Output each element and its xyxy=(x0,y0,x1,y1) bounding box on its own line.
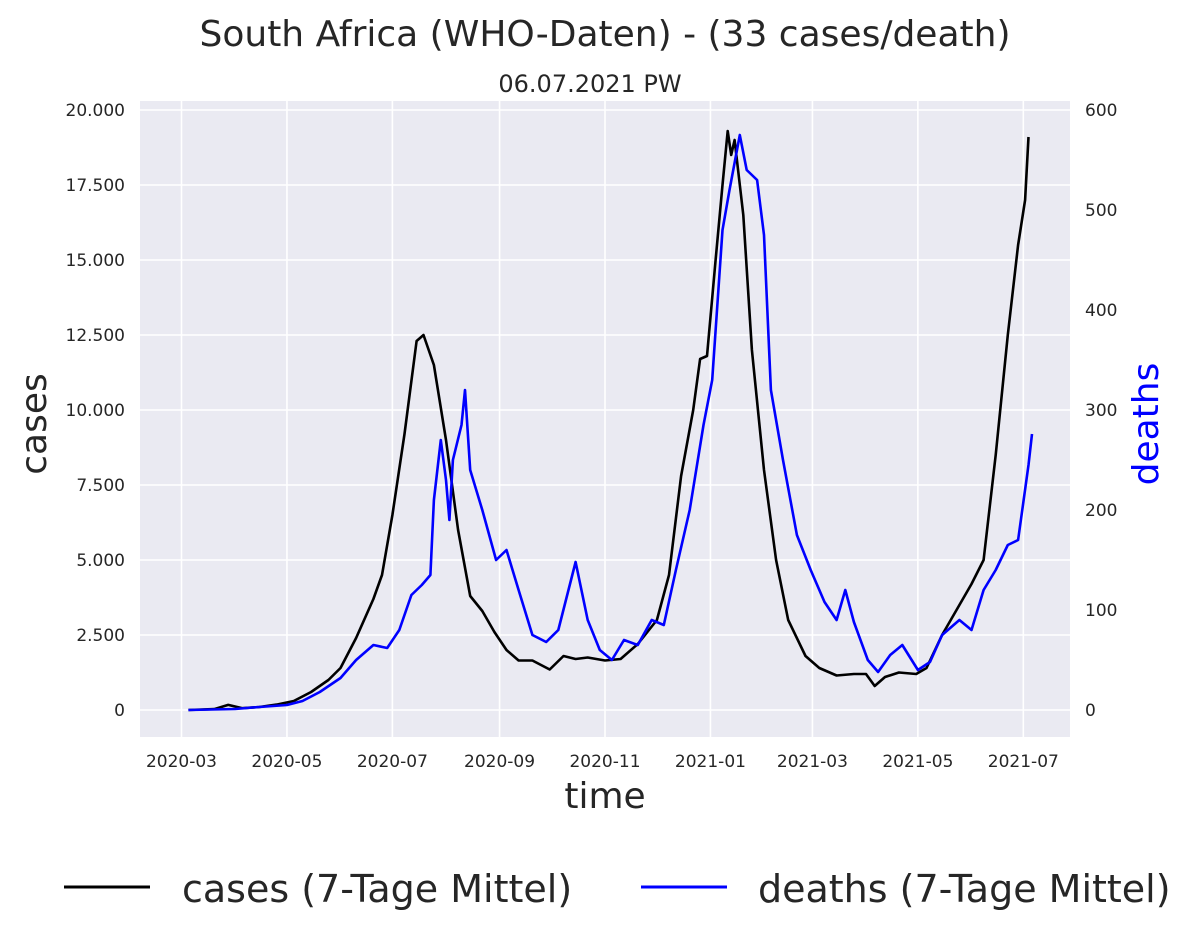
series-lines xyxy=(188,129,1034,712)
deaths-line xyxy=(188,133,1034,712)
y-right-tick-label: 500 xyxy=(1085,201,1117,221)
y-tick-label: 0 xyxy=(114,701,125,721)
x-tick-label: 2020-07 xyxy=(357,752,428,772)
y-right-tick-label: 100 xyxy=(1085,601,1117,621)
y-tick-label: 12.500 xyxy=(66,326,125,346)
y-tick-label: 17.500 xyxy=(66,176,125,196)
x-tick-label: 2020-09 xyxy=(464,752,535,772)
x-axis-label: time xyxy=(564,776,645,817)
y-tick-label: 2.500 xyxy=(76,626,125,646)
x-tick-label: 2021-01 xyxy=(675,752,746,772)
y-axis-tick-labels: 0 2.500 5.000 7.500 10.000 12.500 15.000 17.500… xyxy=(66,101,125,721)
y-right-tick-label: 300 xyxy=(1085,401,1117,421)
x-axis-tick-labels: 2020-03 2020-05 2020-07 2020-09 2020-11 2021-… xyxy=(146,752,1059,772)
y-tick-label: 10.000 xyxy=(66,401,125,421)
cases-line xyxy=(188,129,1030,712)
gridlines xyxy=(140,101,1070,737)
y-right-tick-label: 0 xyxy=(1085,701,1096,721)
x-tick-label: 2020-11 xyxy=(569,752,640,772)
legend-label-deaths: deaths (7-Tage Mittel) xyxy=(758,867,1171,911)
y-right-tick-label: 600 xyxy=(1085,101,1117,121)
chart-title: South Africa (WHO-Daten) - (33 cases/dea… xyxy=(200,14,1011,55)
y-tick-label: 7.500 xyxy=(76,476,125,496)
legend: cases (7-Tage Mittel) deaths (7-Tage Mit… xyxy=(64,867,1171,911)
x-tick-label: 2020-05 xyxy=(251,752,322,772)
x-tick-label: 2021-07 xyxy=(988,752,1059,772)
y-tick-label: 15.000 xyxy=(66,251,125,271)
y-right-tick-label: 200 xyxy=(1085,501,1117,521)
y-axis-label: cases xyxy=(14,373,55,475)
y-right-axis-tick-labels: 0 100 200 300 400 500 600 xyxy=(1085,101,1117,721)
x-tick-label: 2021-05 xyxy=(882,752,953,772)
y-tick-label: 5.000 xyxy=(76,551,125,571)
legend-label-cases: cases (7-Tage Mittel) xyxy=(182,867,572,911)
y-right-axis-label: deaths xyxy=(1126,363,1167,486)
chart-subtitle: 06.07.2021 PW xyxy=(498,70,681,98)
y-right-tick-label: 400 xyxy=(1085,301,1117,321)
y-tick-label: 20.000 xyxy=(66,101,125,121)
x-tick-label: 2020-03 xyxy=(146,752,217,772)
x-tick-label: 2021-03 xyxy=(777,752,848,772)
